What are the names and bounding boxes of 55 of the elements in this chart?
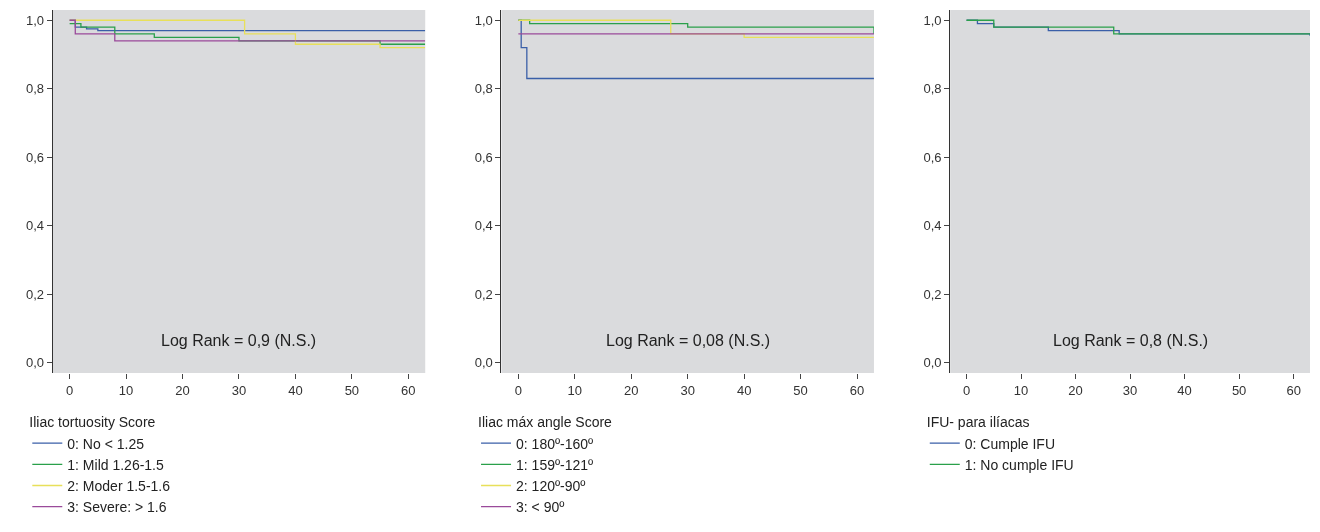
x-tick-label: 40 [288, 382, 303, 398]
x-tick-label: 50 [1231, 382, 1247, 398]
x-tick-label: 30 [680, 382, 695, 398]
y-tick-label: 1,0 [26, 12, 45, 28]
legend-label: 1: No cumple IFU [964, 456, 1074, 473]
legend-label: 2: 120º-90º [516, 477, 586, 494]
y-tick-label: 0,8 [26, 81, 45, 97]
x-tick-label: 20 [1068, 382, 1083, 398]
y-tick-label: 0,8 [923, 81, 942, 97]
x-tick-label: 40 [736, 382, 752, 398]
y-tick-label: 0,6 [923, 149, 942, 165]
annotation: Log Rank = 0,8 (N.S.) [1053, 332, 1209, 349]
legend-label: 1: 159º-121º [516, 456, 594, 473]
legend-title: Iliac tortuosity Score [29, 414, 156, 431]
y-tick-label: 0,4 [923, 218, 942, 234]
x-tick-label: 60 [1286, 382, 1301, 398]
x-tick-label: 60 [849, 382, 865, 398]
legend-label: 3: < 90º [516, 499, 565, 516]
y-tick-label: 0,0 [474, 355, 493, 371]
y-tick-label: 0,0 [26, 355, 45, 371]
legend-label: 3: Severe: > 1.6 [67, 499, 167, 516]
x-tick-label: 0 [66, 382, 74, 398]
y-tick-label: 0,6 [26, 149, 45, 165]
x-tick-label: 60 [401, 382, 416, 398]
y-tick-label: 1,0 [923, 12, 942, 28]
y-tick-label: 0,2 [26, 286, 45, 302]
y-tick-label: 0,8 [474, 81, 493, 97]
legend-title: IFU- para ilíacas [926, 414, 1030, 431]
legend-label: 0: No < 1.25 [67, 435, 145, 452]
annotation: Log Rank = 0,08 (N.S.) [606, 332, 771, 349]
y-tick-label: 0,2 [474, 286, 493, 302]
legend-title: Iliac máx angle Score [478, 414, 613, 431]
x-tick-label: 10 [567, 382, 583, 398]
x-tick-label: 50 [793, 382, 808, 398]
legend-label: 2: Moder 1.5-1.6 [67, 477, 171, 494]
y-tick-label: 0,4 [26, 218, 45, 234]
x-tick-label: 30 [231, 382, 247, 398]
x-tick-label: 20 [624, 382, 639, 398]
legend-label: 0: Cumple IFU [964, 435, 1056, 452]
x-tick-label: 20 [175, 382, 190, 398]
legend-label: 0: 180º-160º [516, 435, 594, 452]
y-tick-label: 0,2 [923, 286, 942, 302]
x-tick-label: 0 [962, 382, 971, 398]
y-tick-label: 0,6 [474, 149, 493, 165]
x-tick-label: 30 [1122, 382, 1138, 398]
y-tick-label: 1,0 [474, 12, 493, 28]
y-tick-label: 0,0 [923, 355, 942, 371]
legend-label: 1: Mild 1.26-1.5 [67, 456, 165, 473]
x-tick-label: 10 [1013, 382, 1029, 398]
x-tick-label: 40 [1177, 382, 1192, 398]
x-tick-label: 0 [514, 382, 522, 398]
annotation: Log Rank = 0,9 (N.S.) [161, 332, 317, 349]
y-tick-label: 0,4 [474, 218, 493, 234]
x-tick-label: 50 [344, 382, 360, 398]
x-tick-label: 10 [118, 382, 134, 398]
